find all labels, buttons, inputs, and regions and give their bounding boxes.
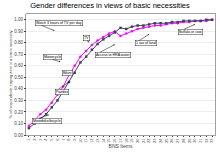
svg-text:3: 3: [38, 138, 43, 141]
svg-text:5: 5: [49, 138, 54, 141]
svg-text:0.00: 0.00: [14, 133, 23, 138]
svg-text:1 rao of land: 1 rao of land: [136, 41, 156, 45]
svg-text:2: 2: [32, 138, 37, 141]
svg-text:8: 8: [66, 138, 71, 141]
svg-text:0.30: 0.30: [14, 98, 23, 103]
svg-text:Paedos: Paedos: [56, 90, 68, 94]
svg-text:17: 17: [118, 138, 123, 143]
svg-text:Bikini: Bikini: [63, 71, 72, 75]
svg-text:BNS Items: BNS Items: [109, 143, 133, 149]
svg-text:0.10: 0.10: [14, 121, 23, 126]
svg-text:14: 14: [101, 138, 106, 143]
svg-text:0.60: 0.60: [14, 63, 23, 68]
svg-text:33: 33: [209, 138, 214, 143]
svg-text:0.20: 0.20: [14, 110, 23, 115]
svg-text:Gender differences in views of: Gender differences in views of basic nec…: [30, 1, 190, 10]
svg-text:% of respondents saying item i: % of respondents saying item is a basic …: [8, 30, 13, 118]
svg-text:4: 4: [43, 138, 48, 141]
svg-text:15: 15: [106, 138, 111, 143]
svg-text:1.00: 1.00: [14, 17, 23, 22]
svg-text:7: 7: [61, 138, 66, 141]
svg-text:16: 16: [112, 138, 117, 143]
svg-text:20: 20: [135, 138, 140, 143]
svg-text:26: 26: [169, 138, 174, 143]
svg-text:13: 13: [95, 138, 100, 143]
svg-text:10: 10: [78, 138, 83, 143]
svg-text:19: 19: [129, 138, 134, 143]
svg-text:11: 11: [83, 138, 88, 143]
svg-text:Buffalo or cow: Buffalo or cow: [179, 30, 202, 34]
svg-text:Watch 3 hours of TV per day: Watch 3 hours of TV per day: [36, 21, 82, 25]
svg-text:0.80: 0.80: [14, 40, 23, 45]
svg-text:0.90: 0.90: [14, 29, 23, 34]
svg-text:0.70: 0.70: [14, 52, 23, 57]
svg-text:24: 24: [158, 138, 163, 143]
svg-text:29: 29: [187, 138, 192, 143]
svg-text:28: 28: [181, 138, 186, 143]
svg-text:Motorbike/bicycle: Motorbike/bicycle: [33, 119, 61, 123]
svg-text:31: 31: [198, 138, 203, 143]
svg-text:TV: TV: [84, 36, 89, 40]
svg-text:32: 32: [204, 138, 209, 143]
svg-text:12: 12: [89, 138, 94, 143]
svg-text:1: 1: [26, 138, 31, 141]
svg-text:21: 21: [141, 138, 146, 143]
svg-text:0.50: 0.50: [14, 75, 23, 80]
svg-text:23: 23: [152, 138, 157, 143]
svg-text:0.40: 0.40: [14, 86, 23, 91]
svg-text:Motorcycle: Motorcycle: [44, 55, 61, 59]
svg-text:30: 30: [192, 138, 197, 143]
svg-text:Access to HRA water: Access to HRA water: [96, 53, 131, 57]
svg-text:18: 18: [124, 138, 129, 143]
svg-text:22: 22: [146, 138, 151, 143]
svg-text:25: 25: [164, 138, 169, 143]
svg-text:9: 9: [72, 138, 77, 141]
svg-text:27: 27: [175, 138, 180, 143]
svg-text:6: 6: [55, 138, 60, 141]
